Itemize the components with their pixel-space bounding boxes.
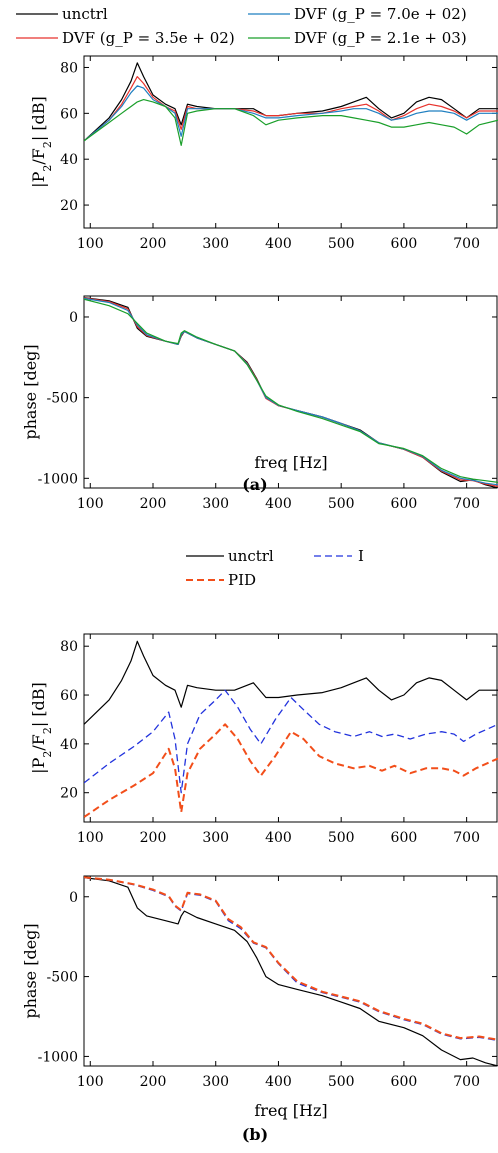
- x-tick-label: 500: [328, 1074, 355, 1090]
- x-tick-label: 100: [77, 1074, 104, 1090]
- series-line-unctrl: [84, 62, 498, 142]
- series-line-unctrl: [84, 877, 498, 1066]
- legend-b-label-pid: PID: [228, 571, 256, 589]
- series-line-dvf-g-p-2-1e-03: [84, 298, 498, 483]
- y-axis-label: phase [deg]: [21, 344, 40, 439]
- series-line-pid: [84, 876, 498, 1041]
- x-tick-label: 100: [77, 830, 104, 846]
- y-tick-label: 80: [60, 639, 78, 655]
- series-line-pid: [84, 723, 498, 818]
- x-tick-label: 100: [77, 496, 104, 512]
- panel-label-a: (a): [242, 475, 268, 494]
- y-tick-label: 60: [60, 106, 78, 122]
- x-tick-label: 300: [202, 1074, 229, 1090]
- y-tick-label: -500: [47, 970, 78, 986]
- x-tick-label: 700: [453, 496, 480, 512]
- series-line-dvf-g-p-2-1e-03: [84, 99, 498, 146]
- x-tick-label: 400: [265, 830, 292, 846]
- x-tick-label: 500: [328, 830, 355, 846]
- x-tick-label: 200: [140, 236, 167, 252]
- y-tick-label: 20: [60, 198, 78, 214]
- x-tick-label: 200: [140, 1074, 167, 1090]
- x-tick-label: 400: [265, 496, 292, 512]
- axes-frame: [83, 875, 498, 1067]
- x-tick-label: 300: [202, 496, 229, 512]
- legend-a: unctrl DVF (g_P = 7.0e + 02) DVF (g_P = …: [16, 5, 467, 47]
- x-axis-label: freq [Hz]: [254, 1101, 327, 1120]
- y-tick-label: 20: [60, 786, 78, 802]
- legend-a-label-dvf-700: DVF (g_P = 7.0e + 02): [294, 5, 467, 23]
- x-tick-label: 700: [453, 830, 480, 846]
- x-tick-label: 600: [391, 1074, 418, 1090]
- x-tick-label: 200: [140, 830, 167, 846]
- chart-b-phase: 100 200 300 400 500 600 700 -1000 -500 0 phase [de…: [21, 875, 498, 1120]
- x-tick-label: 700: [453, 236, 480, 252]
- y-tick-label: -500: [47, 391, 78, 407]
- x-tick-label: 100: [77, 236, 104, 252]
- x-tick-label: 400: [265, 236, 292, 252]
- chart-a-phase: 100 200 300 400 500 600 700 -1000 -500 0 phase [de…: [21, 295, 498, 512]
- x-tick-label: 600: [391, 830, 418, 846]
- y-axis-label: phase [deg]: [21, 923, 40, 1018]
- axes-frame: [83, 295, 498, 489]
- x-tick-label: 500: [328, 496, 355, 512]
- y-axis-label: |P2/F2| [dB]: [29, 96, 54, 188]
- series-line-i: [84, 689, 498, 794]
- y-tick-label: 80: [60, 60, 78, 76]
- legend-a-label-unctrl: unctrl: [62, 5, 108, 23]
- y-tick-label: -1000: [38, 1049, 78, 1065]
- x-tick-label: 300: [202, 830, 229, 846]
- x-tick-label: 200: [140, 496, 167, 512]
- x-tick-label: 300: [202, 236, 229, 252]
- y-tick-label: 40: [60, 152, 78, 168]
- x-tick-label: 400: [265, 1074, 292, 1090]
- legend-b-label-i: I: [358, 547, 364, 565]
- y-tick-label: 0: [69, 310, 78, 326]
- y-axis-label: |P2/F2| [dB]: [29, 682, 54, 774]
- x-tick-label: 600: [391, 236, 418, 252]
- x-axis-label: freq [Hz]: [254, 453, 327, 472]
- panel-label-b: (b): [242, 1125, 268, 1144]
- series-line-i: [84, 876, 498, 1042]
- y-tick-label: 40: [60, 737, 78, 753]
- series-line-dvf-g-p-3-5e-02: [84, 76, 498, 142]
- axes-frame: [83, 633, 498, 823]
- chart-b-magnitude: 100 200 300 400 500 600 700 20 40 60 80 |P2/F2| [dB…: [29, 633, 498, 846]
- legend-b: unctrl I PID: [186, 547, 364, 589]
- y-tick-label: 0: [69, 890, 78, 906]
- legend-b-label-unctrl: unctrl: [228, 547, 274, 565]
- axes-frame: [83, 55, 498, 229]
- x-tick-label: 500: [328, 236, 355, 252]
- series-line-dvf-g-p-7-0e-02: [84, 85, 498, 142]
- legend-a-label-dvf-350: DVF (g_P = 3.5e + 02): [62, 29, 235, 47]
- y-tick-label: 60: [60, 688, 78, 704]
- x-tick-label: 600: [391, 496, 418, 512]
- x-tick-label: 700: [453, 1074, 480, 1090]
- series-line-unctrl: [84, 640, 498, 725]
- legend-a-label-dvf-2100: DVF (g_P = 2.1e + 03): [294, 29, 467, 47]
- y-tick-label: -1000: [38, 471, 78, 487]
- chart-a-magnitude: 100 200 300 400 500 600 700 20 40 60 80 |P2/F2| [dB…: [29, 55, 498, 252]
